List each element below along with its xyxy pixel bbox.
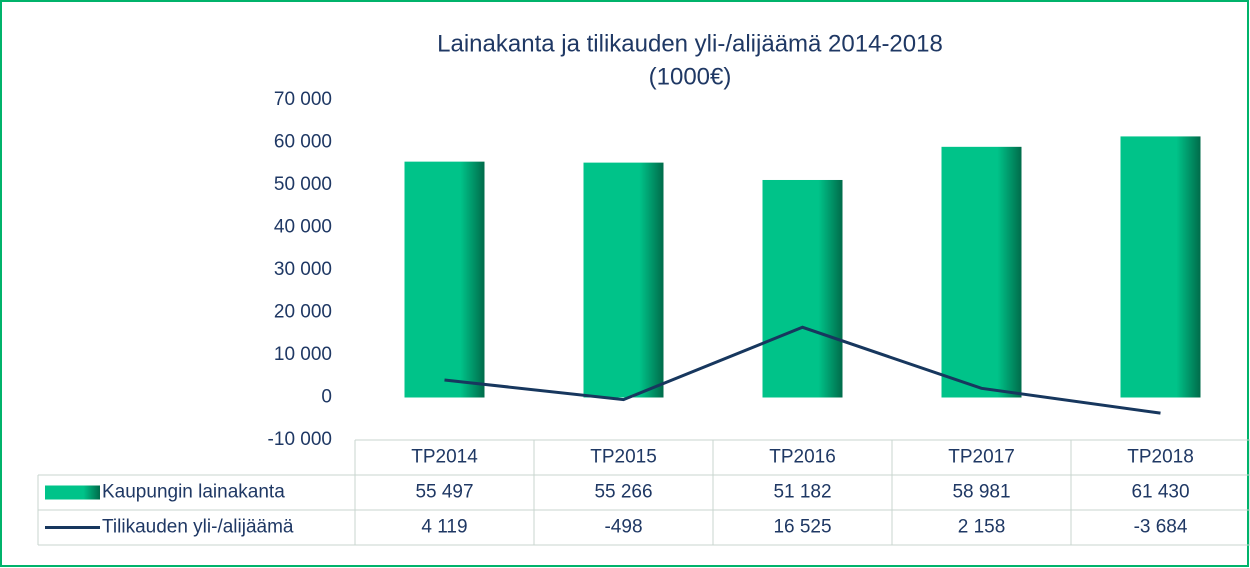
- y-tick-label: 70 000: [274, 89, 332, 110]
- table-value: 58 981: [952, 482, 1010, 503]
- x-tick-label: TP2017: [948, 447, 1015, 468]
- legend-label: Tilikauden yli-/alijäämä: [102, 517, 294, 538]
- bar: [941, 146, 1022, 398]
- y-tick-label: 10 000: [274, 344, 332, 365]
- y-tick-label: 0: [321, 387, 332, 408]
- table-value: 61 430: [1131, 482, 1189, 503]
- y-tick-label: 50 000: [274, 174, 332, 195]
- x-tick-label: TP2018: [1127, 447, 1194, 468]
- table-value: 51 182: [773, 482, 831, 503]
- y-tick-label: 30 000: [274, 259, 332, 280]
- chart-subtitle: (1000€): [649, 63, 732, 90]
- x-tick-label: TP2015: [590, 447, 657, 468]
- table-value: 16 525: [773, 517, 831, 538]
- bar: [404, 161, 485, 398]
- x-tick-label: TP2016: [769, 447, 836, 468]
- bar: [1120, 136, 1201, 398]
- table-value: 2 158: [958, 517, 1006, 538]
- line: [444, 325, 1161, 415]
- table-value: -498: [604, 517, 642, 538]
- table-value: 4 119: [421, 517, 467, 538]
- y-tick-label: -10 000: [268, 429, 332, 450]
- y-tick-label: 60 000: [274, 132, 332, 153]
- chart-title: Lainakanta ja tilikauden yli-/alijäämä 2…: [437, 30, 943, 57]
- x-tick-label: TP2014: [411, 447, 478, 468]
- legend-swatch: [45, 485, 100, 500]
- table-value: 55 266: [594, 482, 652, 503]
- bar: [762, 179, 843, 398]
- y-tick-label: 20 000: [274, 302, 332, 323]
- table-value: -3 684: [1134, 517, 1188, 538]
- legend-label: Kaupungin lainakanta: [102, 482, 285, 503]
- bar: [583, 162, 664, 398]
- table-value: 55 497: [415, 482, 473, 503]
- y-tick-label: 40 000: [274, 217, 332, 238]
